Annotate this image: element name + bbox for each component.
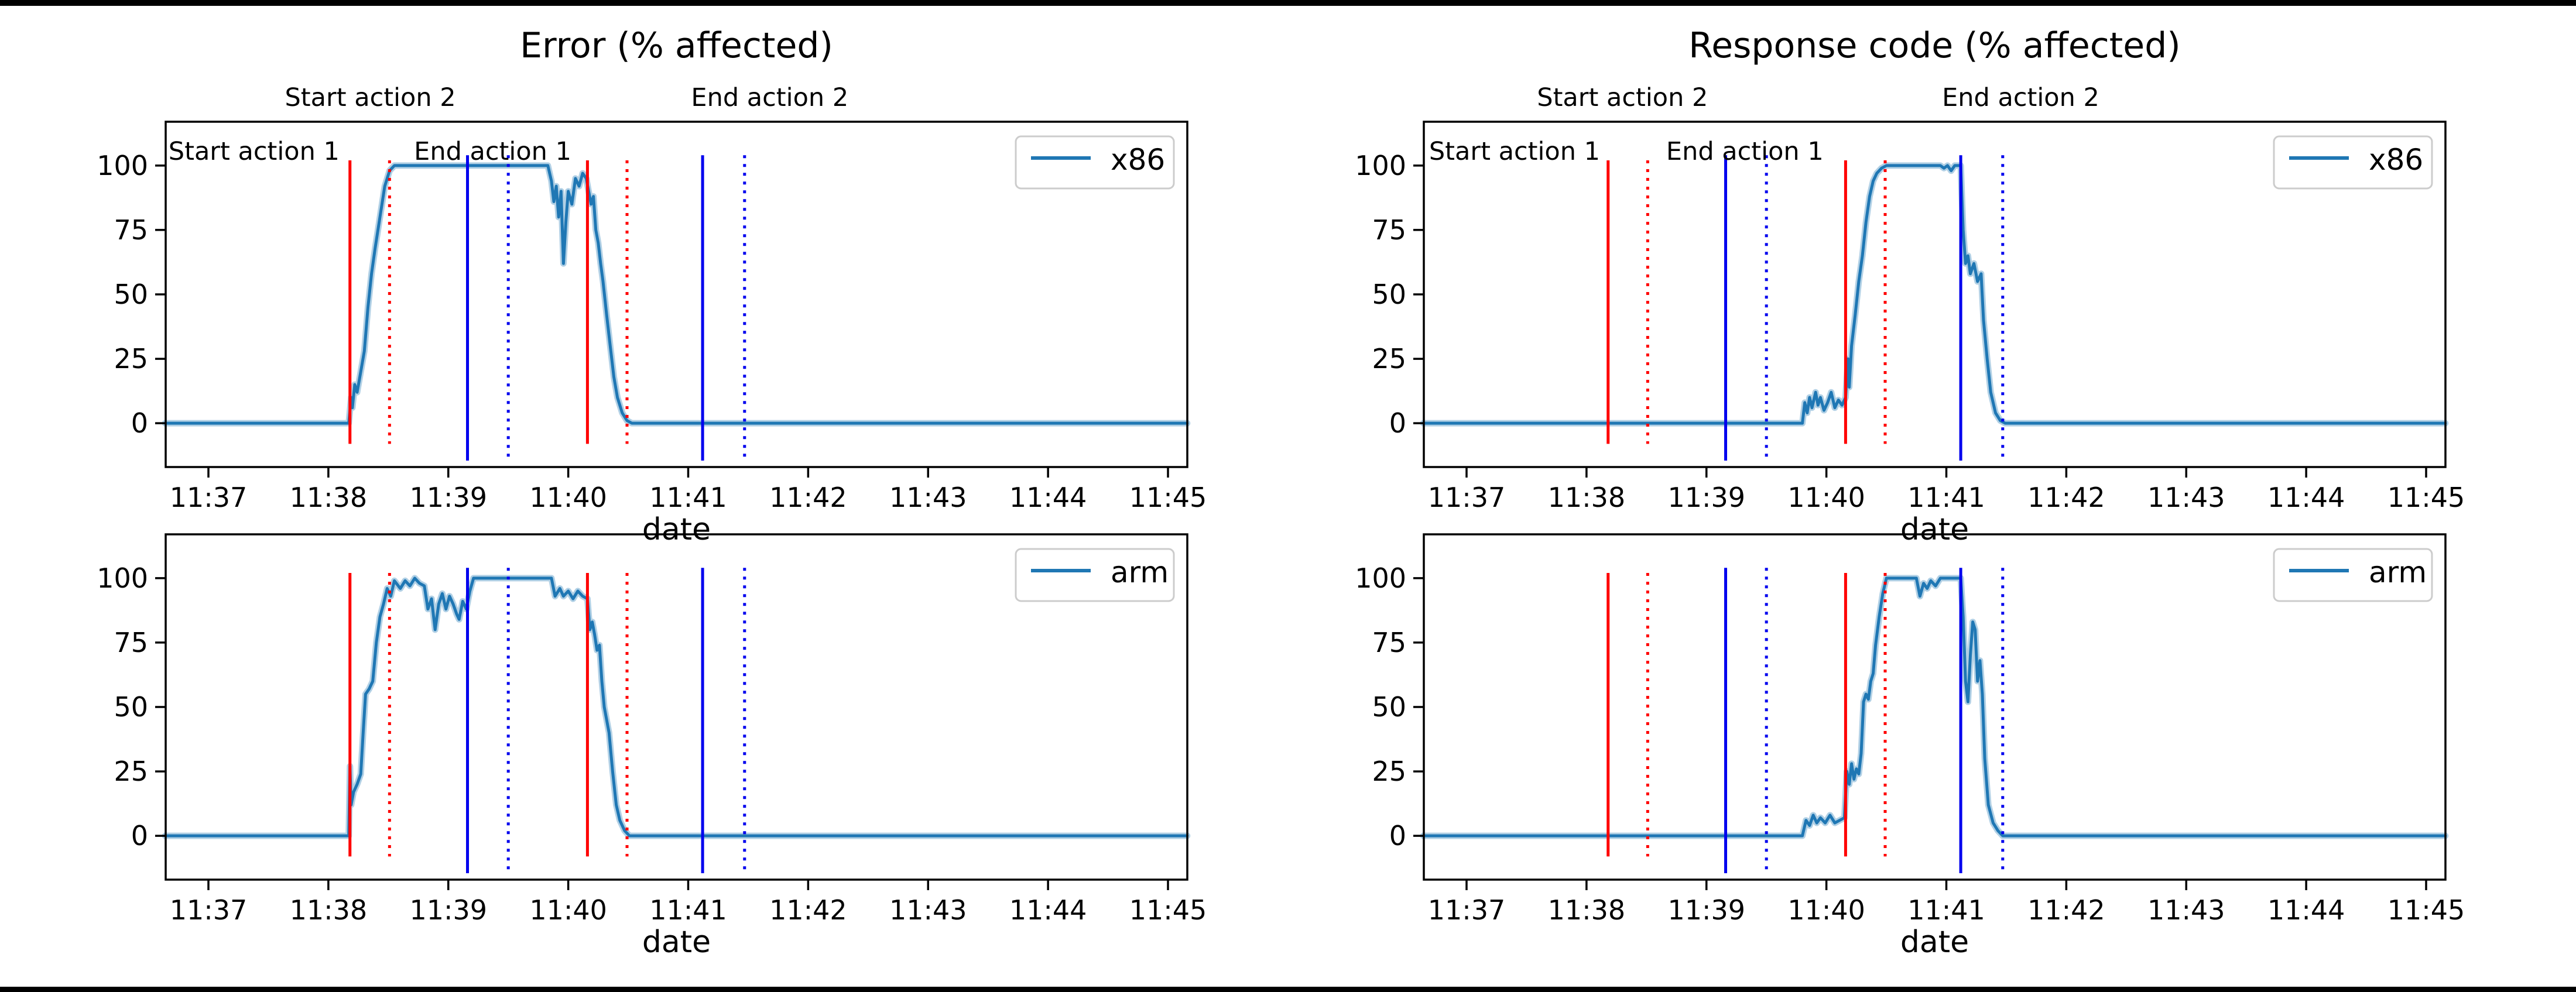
x-tick-label: 11:45 — [2387, 894, 2465, 926]
x-tick-label: 11:39 — [409, 894, 487, 926]
y-tick-label: 50 — [114, 691, 148, 723]
x-tick-label: 11:40 — [1787, 482, 1865, 513]
response-code-x86-x86-line — [1421, 164, 2447, 425]
x-tick-label: 11:39 — [1667, 482, 1745, 513]
response-code-arm-legend-box — [2273, 548, 2433, 602]
error-arm-legend-box — [1015, 548, 1175, 602]
y-tick-label: 0 — [1389, 820, 1406, 852]
x-tick-label: 11:38 — [290, 482, 368, 513]
error-arm-arm-line — [163, 576, 1189, 837]
x-tick-label: 11:43 — [2147, 894, 2225, 926]
annotation-end-action-2: End action 2 — [1942, 83, 2099, 112]
x-tick-label: 11:44 — [2267, 482, 2345, 513]
y-tick-label: 0 — [131, 820, 148, 852]
x-tick-label: 11:39 — [409, 482, 487, 513]
y-tick-label: 0 — [131, 407, 148, 439]
x-tick-label: 11:40 — [529, 894, 607, 926]
x-tick-label: 11:37 — [170, 482, 248, 513]
response-code-x86-title: Response code (% affected) — [1688, 25, 2180, 66]
y-tick-label: 75 — [1372, 214, 1406, 246]
response-code-arm-legend-label: arm — [2369, 555, 2427, 589]
x-tick-label: 11:38 — [1548, 894, 1626, 926]
x-tick-label: 11:43 — [2147, 482, 2225, 513]
error-x86-legend-label: x86 — [1111, 143, 1165, 177]
y-tick-label: 50 — [114, 279, 148, 310]
annotation-end-action-1: End action 1 — [1666, 137, 1824, 166]
error-x86-x86-line — [163, 164, 1189, 425]
x-tick-label: 11:43 — [889, 894, 967, 926]
annotation-end-action-1: End action 1 — [414, 137, 571, 166]
window-border-top — [0, 0, 2576, 6]
error-x86-title: Error (% affected) — [520, 25, 833, 66]
x-tick-label: 11:42 — [2027, 482, 2105, 513]
error-x86-legend-box — [1015, 135, 1175, 190]
annotation-start-action-2: Start action 2 — [1537, 83, 1708, 112]
x-tick-label: 11:41 — [1907, 894, 1985, 926]
y-tick-label: 50 — [1372, 279, 1406, 310]
x-tick-label: 11:45 — [1129, 894, 1207, 926]
y-tick-label: 25 — [1372, 343, 1406, 375]
y-tick-label: 50 — [1372, 691, 1406, 723]
x-tick-label: 11:45 — [2387, 482, 2465, 513]
y-tick-label: 75 — [114, 627, 148, 658]
y-tick-label: 100 — [1355, 150, 1406, 181]
error-x86-xlabel: date — [642, 512, 711, 547]
y-tick-label: 100 — [1355, 562, 1406, 594]
x-tick-label: 11:39 — [1667, 894, 1745, 926]
x-tick-label: 11:40 — [529, 482, 607, 513]
annotation-end-action-2: End action 2 — [691, 83, 848, 112]
y-tick-label: 25 — [1372, 756, 1406, 787]
annotation-start-action-1: Start action 1 — [1429, 137, 1600, 166]
window-border-bottom — [0, 987, 2576, 992]
error-arm-legend-label: arm — [1111, 555, 1169, 589]
y-tick-label: 75 — [1372, 627, 1406, 658]
x-tick-label: 11:41 — [649, 894, 727, 926]
x-tick-label: 11:42 — [2027, 894, 2105, 926]
y-tick-label: 0 — [1389, 407, 1406, 439]
response-code-x86-xlabel: date — [1900, 512, 1969, 547]
x-tick-label: 11:42 — [769, 482, 847, 513]
response-code-x86-legend-label: x86 — [2369, 143, 2423, 177]
y-tick-label: 25 — [114, 756, 148, 787]
error-arm-xlabel: date — [642, 925, 711, 960]
x-tick-label: 11:38 — [290, 894, 368, 926]
x-tick-label: 11:44 — [1009, 482, 1087, 513]
annotation-start-action-1: Start action 1 — [169, 137, 340, 166]
x-tick-label: 11:37 — [1428, 894, 1506, 926]
x-tick-label: 11:37 — [170, 894, 248, 926]
y-tick-label: 100 — [97, 562, 148, 594]
annotation-start-action-2: Start action 2 — [285, 83, 456, 112]
x-tick-label: 11:45 — [1129, 482, 1207, 513]
x-tick-label: 11:44 — [1009, 894, 1087, 926]
response-code-arm-xlabel: date — [1900, 925, 1969, 960]
response-code-arm-arm-line — [1421, 576, 2447, 837]
y-tick-label: 100 — [97, 150, 148, 181]
y-tick-label: 25 — [114, 343, 148, 375]
x-tick-label: 11:38 — [1548, 482, 1626, 513]
x-tick-label: 11:41 — [1907, 482, 1985, 513]
x-tick-label: 11:40 — [1787, 894, 1865, 926]
x-tick-label: 11:43 — [889, 482, 967, 513]
x-tick-label: 11:42 — [769, 894, 847, 926]
x-tick-label: 11:41 — [649, 482, 727, 513]
x-tick-label: 11:37 — [1428, 482, 1506, 513]
response-code-x86-legend-box — [2273, 135, 2433, 190]
x-tick-label: 11:44 — [2267, 894, 2345, 926]
y-tick-label: 75 — [114, 214, 148, 246]
